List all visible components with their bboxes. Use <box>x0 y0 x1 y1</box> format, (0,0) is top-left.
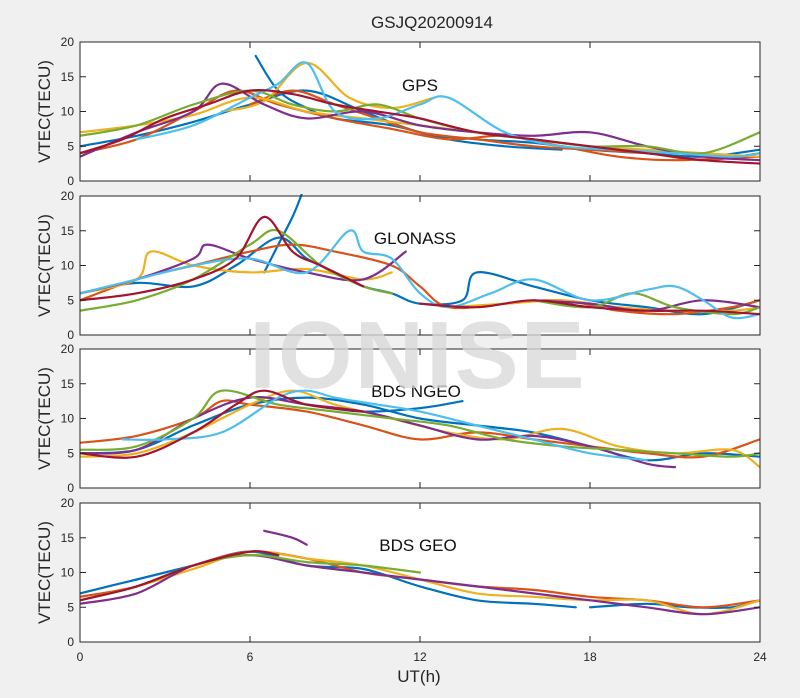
series-line-6 <box>263 529 308 546</box>
series-line-1 <box>80 550 577 609</box>
x-tick-label: 24 <box>753 650 767 664</box>
y-tick-label: 15 <box>61 531 75 545</box>
y-tick-label: 10 <box>61 412 75 426</box>
series-line-8 <box>80 389 365 459</box>
y-tick-label: 5 <box>67 600 74 614</box>
y-tick-label: 20 <box>61 496 75 510</box>
y-tick-label: 5 <box>67 139 74 153</box>
y-tick-label: 15 <box>61 70 75 84</box>
y-tick-label: 20 <box>61 342 75 356</box>
y-tick-label: 0 <box>67 328 74 342</box>
y-tick-label: 15 <box>61 224 75 238</box>
series-line-8 <box>80 89 760 155</box>
panel-label: GLONASS <box>374 229 456 248</box>
x-tick-label: 6 <box>247 650 254 664</box>
y-axis-label: VTEC(TECU) <box>35 60 54 163</box>
panel-bds-geo: 0 5 10 15 20 0 6 12 18 24 BDS GEO VTEC(TECU) <box>35 496 767 664</box>
panel-label: BDS NGEO <box>371 382 461 401</box>
y-tick-label: 0 <box>67 174 74 188</box>
chart-title: GSJQ20200914 <box>371 13 493 32</box>
panel-glonass: 0 5 10 15 20 GLONASS VTEC(TECU) <box>35 189 761 342</box>
y-tick-label: 0 <box>67 481 74 495</box>
series-group <box>80 529 760 616</box>
x-tick-label: 0 <box>77 650 84 664</box>
y-tick-label: 5 <box>67 293 74 307</box>
y-tick-label: 20 <box>61 189 75 203</box>
watermark: IONISE <box>249 302 586 409</box>
series-line-10 <box>80 229 760 320</box>
series-group <box>80 389 760 469</box>
series-line-12 <box>418 299 760 316</box>
y-tick-label: 15 <box>61 377 75 391</box>
y-axis-label: VTEC(TECU) <box>35 214 54 317</box>
panel-label: BDS GEO <box>379 536 456 555</box>
y-tick-label: 10 <box>61 566 75 580</box>
x-tick-label: 12 <box>413 650 427 664</box>
panels: 0 5 10 15 20 GPS VTEC(TECU) 0 5 10 15 20 GLONASS VTEC… <box>35 35 767 664</box>
x-axis-label: UT(h) <box>397 667 440 686</box>
series-line-9 <box>135 61 760 158</box>
x-tick-label: 18 <box>583 650 597 664</box>
panel-bds-ngeo: 0 5 10 15 20 BDS NGEO VTEC(TECU) <box>35 342 761 495</box>
y-tick-label: 5 <box>67 446 74 460</box>
series-line-7 <box>121 389 648 462</box>
y-tick-label: 20 <box>61 35 75 49</box>
y-tick-label: 10 <box>61 259 75 273</box>
series-line-10 <box>80 89 760 165</box>
series-line-2 <box>263 194 303 274</box>
y-tick-label: 10 <box>61 105 75 119</box>
y-axis-label: VTEC(TECU) <box>35 367 54 470</box>
panel-gps: 0 5 10 15 20 GPS VTEC(TECU) <box>35 35 761 188</box>
series-line-11 <box>80 215 365 302</box>
series-group <box>80 194 760 320</box>
panel-label: GPS <box>402 76 438 95</box>
series-line-8 <box>80 550 280 602</box>
series-group <box>80 54 760 165</box>
y-tick-label: 0 <box>67 635 74 649</box>
y-axis-label: VTEC(TECU) <box>35 521 54 624</box>
series-line-6 <box>80 389 760 458</box>
